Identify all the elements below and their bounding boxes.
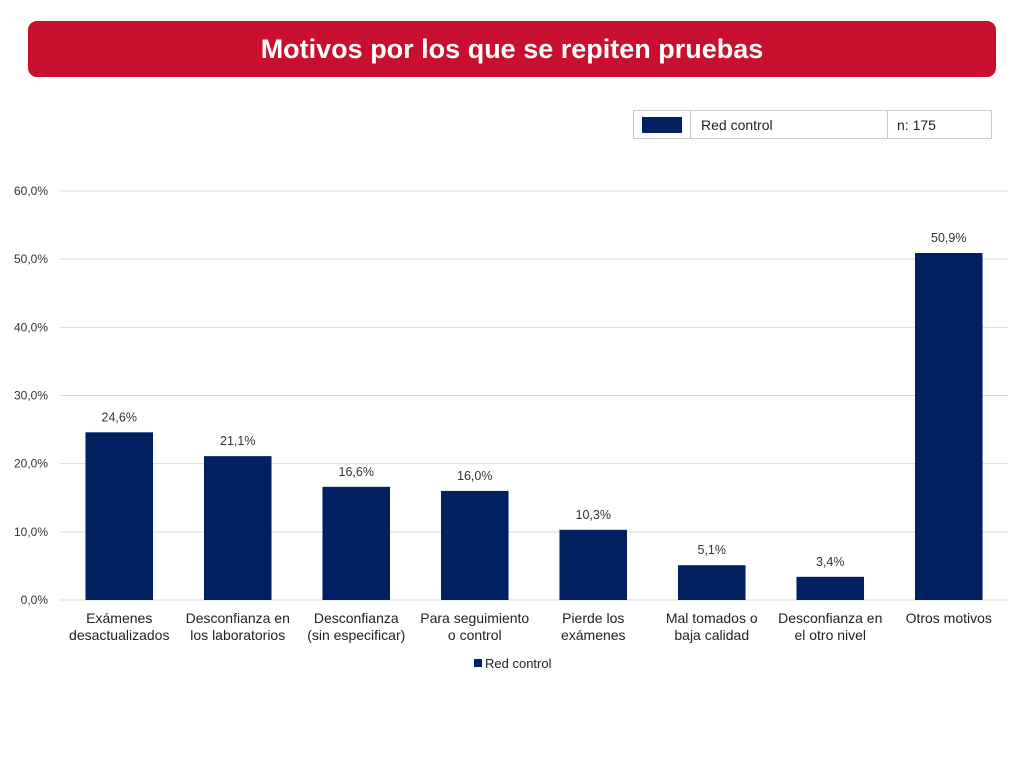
title-banner: Motivos por los que se repiten pruebas <box>28 21 996 77</box>
x-category-label-line: Exámenes <box>86 610 152 626</box>
bar <box>440 490 509 600</box>
legend-swatch <box>474 659 482 667</box>
legend-label: Red control <box>485 656 552 671</box>
x-category-label-line: desactualizados <box>69 627 169 643</box>
bar <box>914 253 983 600</box>
y-tick-label: 0,0% <box>21 593 49 607</box>
x-category-label-line: el otro nivel <box>794 627 866 643</box>
x-category-label-line: Desconfianza en <box>778 610 882 626</box>
data-label: 16,0% <box>457 469 492 483</box>
x-category-label: Pierde los exámenes <box>561 610 626 643</box>
y-tick-label: 20,0% <box>14 457 48 471</box>
data-labels: 24,6% 21,1% 16,6% 16,0% 10,3% 5,1% 3,4% 50,9% <box>102 231 967 569</box>
data-label: 24,6% <box>102 410 137 424</box>
x-category-label-line: exámenes <box>561 627 626 643</box>
x-category-label-line: Pierde los <box>562 610 624 626</box>
x-category-label: Exámenes desactualizados <box>69 610 169 643</box>
series-info-box: Red control n: 175 <box>633 110 992 139</box>
y-tick-label: 60,0% <box>14 184 48 198</box>
gridlines <box>60 190 1008 601</box>
bars <box>85 253 983 600</box>
x-category-label-line: Desconfianza en <box>186 610 290 626</box>
bar <box>203 456 272 600</box>
bar <box>322 486 391 600</box>
data-label: 10,3% <box>576 508 611 522</box>
y-tick-label: 10,0% <box>14 525 48 539</box>
y-tick-label: 50,0% <box>14 252 48 266</box>
info-swatch-cell <box>633 110 691 139</box>
data-label: 50,9% <box>931 231 966 245</box>
data-label: 3,4% <box>816 555 845 569</box>
y-tick-label: 40,0% <box>14 320 48 334</box>
x-category-label-line: Para seguimiento <box>420 610 529 626</box>
x-category-label: Desconfianza en los laboratorios <box>186 610 290 643</box>
x-category-label: Para seguimiento o control <box>420 610 529 643</box>
x-category-label-line: Desconfianza <box>314 610 399 626</box>
x-category-label: Desconfianza (sin especificar) <box>307 610 405 643</box>
bar <box>677 565 746 600</box>
data-label: 5,1% <box>698 543 727 557</box>
x-category-label: Otros motivos <box>906 610 992 626</box>
x-category-label-line: Mal tomados o <box>666 610 758 626</box>
x-category-label-line: o control <box>448 627 502 643</box>
x-category-label-line: (sin especificar) <box>307 627 405 643</box>
x-category-label-line: baja calidad <box>674 627 749 643</box>
data-label: 21,1% <box>220 434 255 448</box>
x-category-label-line: Otros motivos <box>906 610 992 626</box>
series-color-swatch <box>642 117 682 134</box>
x-category-label: Desconfianza en el otro nivel <box>778 610 882 643</box>
y-tick-label: 30,0% <box>14 389 48 403</box>
legend: Red control <box>474 656 552 671</box>
x-category-label-line: los laboratorios <box>190 627 285 643</box>
info-sample-size: n: 175 <box>887 110 992 139</box>
data-label: 16,6% <box>339 465 374 479</box>
bar <box>796 576 865 600</box>
x-category-label: Mal tomados o baja calidad <box>666 610 758 643</box>
page-title: Motivos por los que se repiten pruebas <box>260 33 764 64</box>
bar <box>559 529 628 600</box>
y-axis-tick-labels: 0,0% 10,0% 20,0% 30,0% 40,0% 50,0% 60,0% <box>14 184 48 607</box>
bar <box>85 432 154 600</box>
